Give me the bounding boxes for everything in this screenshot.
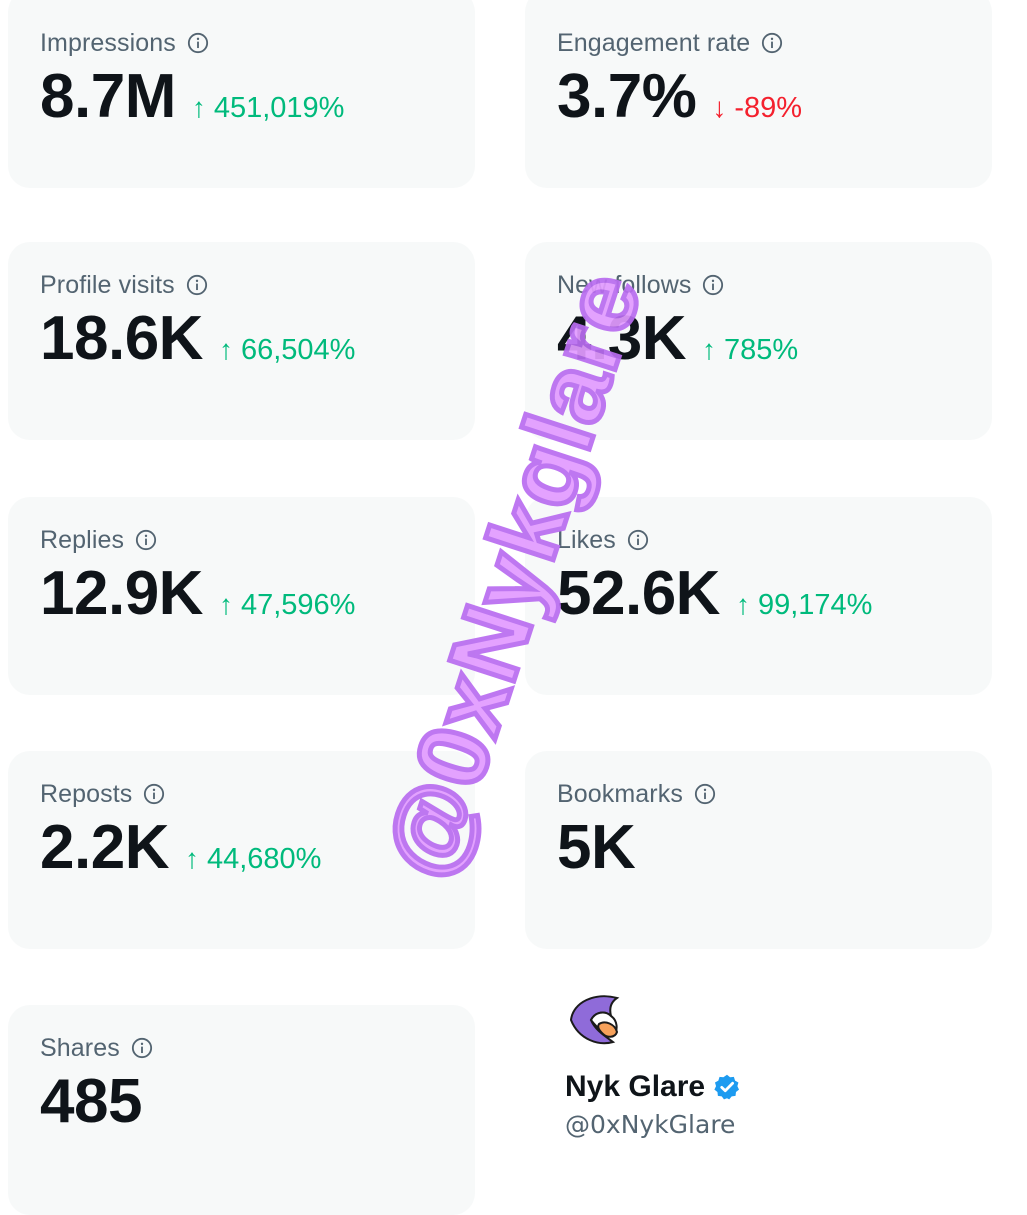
verified-badge-icon — [714, 1074, 740, 1100]
info-icon[interactable] — [702, 274, 724, 296]
arrow-up-icon: ↑ — [184, 843, 199, 874]
info-icon[interactable] — [186, 274, 208, 296]
info-icon[interactable] — [135, 529, 157, 551]
metric-value: 485 — [40, 1067, 142, 1136]
info-icon[interactable] — [694, 783, 716, 805]
metric-delta: ↑ 785% — [702, 334, 798, 367]
delta-value: 99,174% — [757, 589, 873, 621]
metric-card-bookmarks: Bookmarks 5K — [525, 751, 992, 949]
arrow-up-icon: ↑ — [735, 589, 750, 620]
metric-value: 2.2K — [40, 813, 169, 882]
metric-value: 12.9K — [40, 559, 203, 628]
delta-value: 66,504% — [240, 334, 356, 366]
profile-card[interactable]: Nyk Glare @0xNykGlare — [565, 990, 985, 1139]
metric-card-profile-visits: Profile visits 18.6K ↑ 66,504% — [8, 242, 475, 440]
metric-card-new-follows: New follows 4.3K ↑ 785% — [525, 242, 992, 440]
metric-card-likes: Likes 52.6K ↑ 99,174% — [525, 497, 992, 695]
avatar[interactable] — [565, 990, 625, 1050]
metric-label: Bookmarks — [557, 779, 683, 808]
metric-card-replies: Replies 12.9K ↑ 47,596% — [8, 497, 475, 695]
metric-value: 18.6K — [40, 304, 203, 373]
info-icon[interactable] — [131, 1037, 153, 1059]
metric-value: 5K — [557, 813, 636, 882]
info-icon[interactable] — [187, 32, 209, 54]
info-icon[interactable] — [761, 32, 783, 54]
delta-value: 451,019% — [213, 92, 345, 124]
metric-card-impressions: Impressions 8.7M ↑ 451,019% — [8, 0, 475, 188]
metric-card-shares: Shares 485 — [8, 1005, 475, 1215]
metric-delta: ↑ 99,174% — [736, 589, 873, 622]
arrow-up-icon: ↑ — [191, 92, 206, 123]
arrow-down-icon: ↓ — [712, 92, 727, 123]
delta-value: 44,680% — [206, 843, 322, 875]
metric-label: Shares — [40, 1033, 120, 1062]
metric-label: Replies — [40, 525, 125, 554]
metric-value: 8.7M — [40, 62, 176, 131]
arrow-up-icon: ↑ — [218, 589, 233, 620]
metric-value: 4.3K — [557, 304, 686, 373]
profile-name[interactable]: Nyk Glare — [565, 1070, 706, 1103]
metric-value: 3.7% — [557, 62, 697, 131]
arrow-up-icon: ↑ — [218, 334, 233, 365]
metric-label: Impressions — [40, 28, 176, 57]
info-icon[interactable] — [627, 529, 649, 551]
metric-delta: ↑ 451,019% — [192, 92, 345, 125]
metric-label: Profile visits — [40, 270, 175, 299]
metric-delta: ↑ 47,596% — [219, 589, 356, 622]
metric-card-engagement-rate: Engagement rate 3.7% ↓ -89% — [525, 0, 992, 188]
arrow-up-icon: ↑ — [701, 334, 716, 365]
metric-label: Likes — [557, 525, 616, 554]
metric-value: 52.6K — [557, 559, 720, 628]
metric-label: New follows — [557, 270, 692, 299]
metric-label: Engagement rate — [557, 28, 751, 57]
delta-value: 785% — [723, 334, 799, 366]
metric-delta: ↓ -89% — [712, 92, 802, 125]
profile-handle[interactable]: @0xNykGlare — [565, 1110, 736, 1139]
metric-delta: ↑ 44,680% — [185, 843, 322, 876]
metric-label: Reposts — [40, 779, 133, 808]
delta-value: 47,596% — [240, 589, 356, 621]
info-icon[interactable] — [143, 783, 165, 805]
metric-card-reposts: Reposts 2.2K ↑ 44,680% — [8, 751, 475, 949]
delta-value: -89% — [734, 92, 803, 124]
metric-delta: ↑ 66,504% — [219, 334, 356, 367]
